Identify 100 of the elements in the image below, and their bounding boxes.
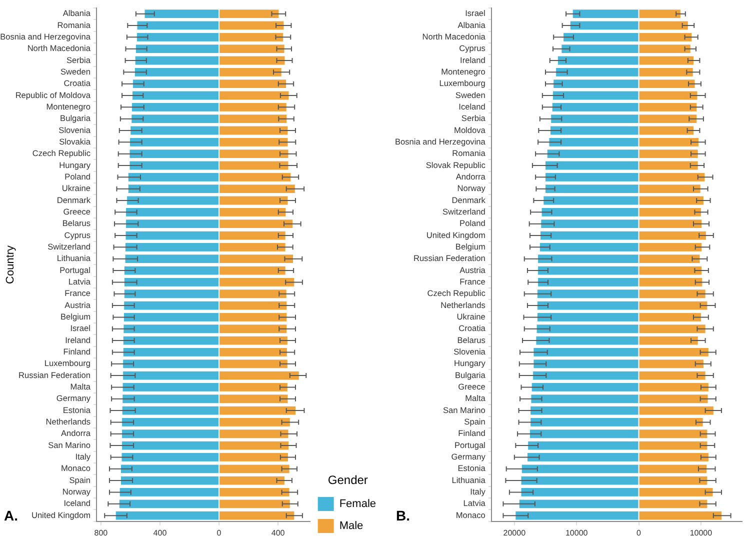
y-tick-label: Sweden [455,90,486,100]
bar [220,80,286,88]
bar [220,242,286,252]
y-tick-label: San Marino [48,440,91,450]
y-tick-label: Austria [64,300,91,310]
bar [530,406,638,415]
bar [533,371,638,380]
y-tick-label: Monaco [456,510,486,520]
bar [639,441,708,450]
bar [546,161,638,170]
bar [639,336,698,345]
bar [639,313,701,322]
bar [220,441,289,450]
y-tick-label: Hungary [454,358,486,368]
bar [534,360,638,368]
bar [639,453,708,462]
y-axis-title: Country [4,244,17,284]
bar [639,114,697,124]
y-tick-label: Montenegro [46,101,91,112]
y-tick-label: Russian Federation [413,253,486,264]
bar [128,172,219,182]
bar [220,68,282,76]
bar [121,464,219,474]
y-tick-label: Israel [70,323,91,334]
y-tick-label: Germany [451,452,486,462]
bar [639,511,722,520]
x-tick-label: 20000 [503,528,526,538]
bar [639,102,697,112]
y-tick-label: Poland [460,218,486,228]
y-tick-label: Germany [56,393,92,404]
bar [122,453,219,462]
bar [551,114,638,124]
y-tick-label: Moldova [454,124,486,135]
y-tick-label: Finland [458,428,486,438]
bar [544,196,638,205]
x-tick-label: 0 [216,528,222,538]
y-tick-label: Bosnia and Herzegovina [394,136,486,146]
bar [639,254,700,264]
bar [519,500,638,508]
bar [572,10,638,18]
bar [531,394,638,404]
bar [556,68,638,76]
y-tick-label: Italy [75,452,92,462]
bar [220,278,294,286]
y-tick-label: Hungary [59,160,92,170]
y-tick-label: Czech Republic [427,288,486,298]
y-tick-label: Ireland [65,334,91,345]
bar [130,161,219,170]
y-tick-label: Latvia [68,276,91,286]
x-tick-label: 10000 [690,528,713,538]
bar [534,348,638,356]
bar [220,500,290,508]
bar [220,208,286,216]
y-tick-label: Slovenia [454,346,486,356]
x-tick-label: 800 [94,528,108,538]
y-tick-label: Belgium [455,241,486,252]
bar [123,371,219,380]
bar [125,254,219,264]
y-tick-label: Portugal [454,440,486,450]
bar [521,476,638,485]
x-tick-label: 10000 [565,528,588,538]
bar [220,511,294,520]
bar [639,10,680,18]
y-tick-label: Croatia [64,78,91,88]
bar [220,102,286,112]
bar [546,184,638,194]
bar [550,126,638,135]
y-tick-label: Israel [465,8,486,18]
bar [122,394,219,404]
bar [220,301,287,310]
bar [126,231,219,240]
bar [220,406,296,415]
y-tick-label: Republic of Moldova [15,90,91,100]
y-tick-label: Ireland [460,54,486,65]
bar [639,266,702,275]
bar [116,511,219,520]
bar [536,324,638,334]
y-tick-label: Switzerland [442,206,486,216]
bar [639,476,708,485]
y-tick-label: Luxembourg [439,78,486,88]
y-tick-label: Norway [457,183,486,194]
bar [639,32,692,42]
bar [220,220,293,228]
bar [220,21,284,30]
y-tick-label: Iceland [64,498,91,508]
bar [220,476,284,485]
y-tick-label: United Kingdom [426,230,486,240]
bar [639,161,698,170]
bar [220,430,288,438]
bar [122,418,219,426]
bar [570,21,638,30]
bar [132,80,219,88]
y-tick-label: Slovak Republic [426,160,486,170]
y-tick-label: Montenegro [441,66,486,76]
bar [220,184,295,194]
bar [144,10,219,18]
y-tick-label: Iceland [458,101,486,112]
bar [562,44,638,54]
y-tick-label: Cyprus [459,43,486,54]
bar [540,242,638,252]
